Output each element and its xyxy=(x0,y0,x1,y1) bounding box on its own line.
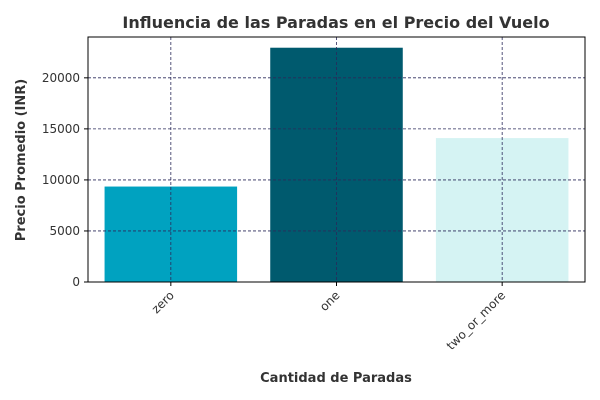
x-axis: zero one two_or_more xyxy=(149,282,508,353)
y-tick-label: 5000 xyxy=(49,224,80,238)
y-axis: 0 5000 10000 15000 20000 xyxy=(42,71,88,289)
x-tick-label: two_or_more xyxy=(444,288,509,353)
y-tick-label: 20000 xyxy=(42,71,80,85)
grid xyxy=(88,37,585,282)
x-tick-label: zero xyxy=(149,288,177,316)
chart-title: Influencia de las Paradas en el Precio d… xyxy=(122,13,549,32)
y-tick-label: 15000 xyxy=(42,122,80,136)
y-tick-label: 10000 xyxy=(42,173,80,187)
y-axis-label: Precio Promedio (INR) xyxy=(14,79,29,241)
y-tick-label: 0 xyxy=(72,275,80,289)
x-tick-label: one xyxy=(317,288,343,314)
x-axis-label: Cantidad de Paradas xyxy=(260,371,412,386)
